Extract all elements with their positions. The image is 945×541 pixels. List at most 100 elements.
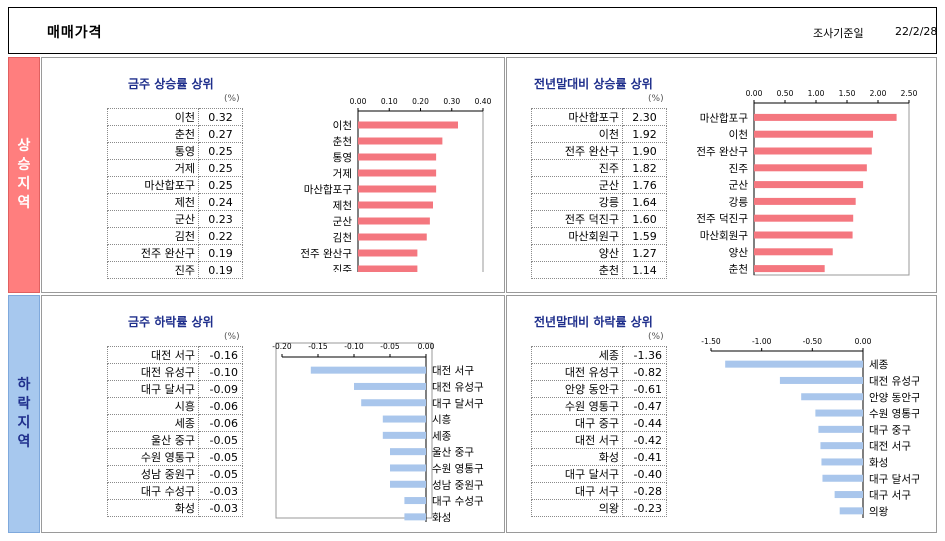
- bar: [382, 431, 426, 439]
- table-row: 시흥 -0.06: [107, 397, 243, 415]
- survey-date-label: 조사기준일: [813, 27, 864, 40]
- category-label: 수원 영통구: [432, 463, 484, 475]
- table-row: 군산 1.76: [531, 176, 667, 194]
- region-name: 대전 유성구: [531, 363, 623, 381]
- region-name: 통영: [107, 142, 199, 160]
- change-rate: -1.36: [622, 346, 667, 364]
- region-name: 대전 서구: [107, 346, 199, 364]
- region-name: 진주: [531, 159, 623, 177]
- table-row: 양산 1.27: [531, 244, 667, 262]
- x-tick-label: 2.50: [901, 89, 918, 98]
- table-row: 김천 0.22: [107, 227, 243, 245]
- ytd-rise-panel: 전년말대비 상승률 상위 (%) 마산합포구 2.30 이천 1.92 전주 완산구 1.…: [506, 57, 937, 293]
- x-tick-label: -0.05: [380, 342, 400, 351]
- table-row: 춘천 0.27: [107, 125, 243, 143]
- change-rate: -0.42: [622, 431, 667, 449]
- x-tick-label: 1.50: [839, 89, 856, 98]
- bar: [358, 137, 443, 145]
- table-row: 대전 서구 -0.16: [107, 346, 243, 364]
- category-label: 춘천: [729, 264, 748, 276]
- x-tick-label: 0.40: [475, 97, 492, 106]
- change-rate: 1.59: [622, 227, 667, 245]
- data-table: 이천 0.32 춘천 0.27 통영 0.25 거제 0.25 마산합포구 0.25 제천 0.24 군…: [107, 108, 243, 279]
- category-label: 마산합포구: [304, 184, 353, 196]
- region-name: 울산 중구: [107, 431, 199, 449]
- bar: [358, 249, 418, 257]
- x-tick-label: -1.50: [701, 337, 721, 346]
- category-label: 대구 수성구: [432, 496, 484, 508]
- region-name: 수원 영통구: [107, 448, 199, 466]
- region-name: 시흥: [107, 397, 199, 415]
- bar: [815, 409, 863, 417]
- bar: [390, 464, 426, 472]
- change-rate: 1.27: [622, 244, 667, 262]
- table-row: 수원 영통구 -0.47: [531, 397, 667, 415]
- table-row: 대구 서구 -0.28: [531, 482, 667, 500]
- bar: [358, 185, 437, 193]
- category-label: 대전 유성구: [869, 375, 919, 387]
- table-row: 세종 -1.36: [531, 346, 667, 364]
- bar: [404, 497, 426, 505]
- data-table: 마산합포구 2.30 이천 1.92 전주 완산구 1.90 진주 1.82 군산 1.76 강릉 1…: [531, 108, 667, 279]
- change-rate: -0.16: [198, 346, 243, 364]
- category-label: 이천: [333, 120, 352, 132]
- bar: [358, 233, 427, 241]
- panel-title: 금주 하락률 상위: [128, 315, 214, 329]
- bar: [358, 201, 433, 209]
- table-row: 안양 동안구 -0.61: [531, 380, 667, 398]
- region-name: 마산합포구: [531, 108, 623, 126]
- region-name: 춘천: [107, 125, 199, 143]
- bar: [754, 265, 825, 273]
- x-tick-label: -1.00: [752, 337, 772, 346]
- bar: [834, 491, 863, 499]
- unit-label: (%): [648, 94, 664, 104]
- table-row: 화성 -0.41: [531, 448, 667, 466]
- table-row: 전주 완산구 0.19: [107, 244, 243, 262]
- table-row: 이천 1.92: [531, 125, 667, 143]
- category-label: 강릉: [729, 196, 749, 208]
- category-label: 대구 중구: [869, 424, 911, 436]
- change-rate: 0.19: [198, 261, 243, 279]
- data-table: 대전 서구 -0.16 대전 유성구 -0.10 대구 달서구 -0.09 시흥 -0.06 세…: [107, 346, 243, 517]
- bar: [358, 265, 418, 272]
- bar: [754, 248, 833, 256]
- bar: [382, 415, 426, 423]
- x-tick-label: 0.00: [855, 337, 872, 346]
- region-name: 의왕: [531, 499, 623, 517]
- change-rate: -0.61: [622, 380, 667, 398]
- region-name: 거제: [107, 159, 199, 177]
- weekly-rise-panel: 금주 상승률 상위 (%) 이천 0.32 춘천 0.27 통영 0.25 거제 0.25 마산…: [41, 57, 505, 293]
- region-name: 세종: [107, 414, 199, 432]
- unit-label: (%): [224, 94, 240, 104]
- category-label: 울산 중구: [432, 447, 474, 459]
- change-rate: -0.05: [198, 465, 243, 483]
- category-label: 진주: [729, 163, 749, 175]
- category-label: 마산회원구: [700, 230, 749, 242]
- region-name: 대구 서구: [531, 482, 623, 500]
- rise-region-text: 상승지역: [17, 138, 31, 211]
- fall-region-text: 하락지역: [17, 377, 31, 450]
- bar: [779, 376, 863, 384]
- weekly-fall-panel: 금주 하락률 상위 (%) 대전 서구 -0.16 대전 유성구 -0.10 대구 달서…: [41, 295, 505, 533]
- table-row: 대구 달서구 -0.40: [531, 465, 667, 483]
- change-rate: -0.10: [198, 363, 243, 381]
- category-label: 진주: [333, 264, 353, 272]
- bar: [361, 399, 426, 407]
- region-name: 수원 영통구: [531, 397, 623, 415]
- category-label: 마산합포구: [700, 112, 749, 124]
- region-name: 전주 덕진구: [531, 210, 623, 228]
- region-name: 이천: [107, 108, 199, 126]
- bar: [358, 153, 437, 161]
- table-row: 마산합포구 0.25: [107, 176, 243, 194]
- table-row: 울산 중구 -0.05: [107, 431, 243, 449]
- category-label: 군산: [333, 216, 353, 228]
- bar: [822, 474, 863, 482]
- change-rate: -0.06: [198, 397, 243, 415]
- change-rate: -0.28: [622, 482, 667, 500]
- region-name: 전주 완산구: [107, 244, 199, 262]
- table-row: 마산회원구 1.59: [531, 227, 667, 245]
- bar: [390, 448, 426, 456]
- bar: [754, 197, 856, 205]
- table-row: 전주 완산구 1.90: [531, 142, 667, 160]
